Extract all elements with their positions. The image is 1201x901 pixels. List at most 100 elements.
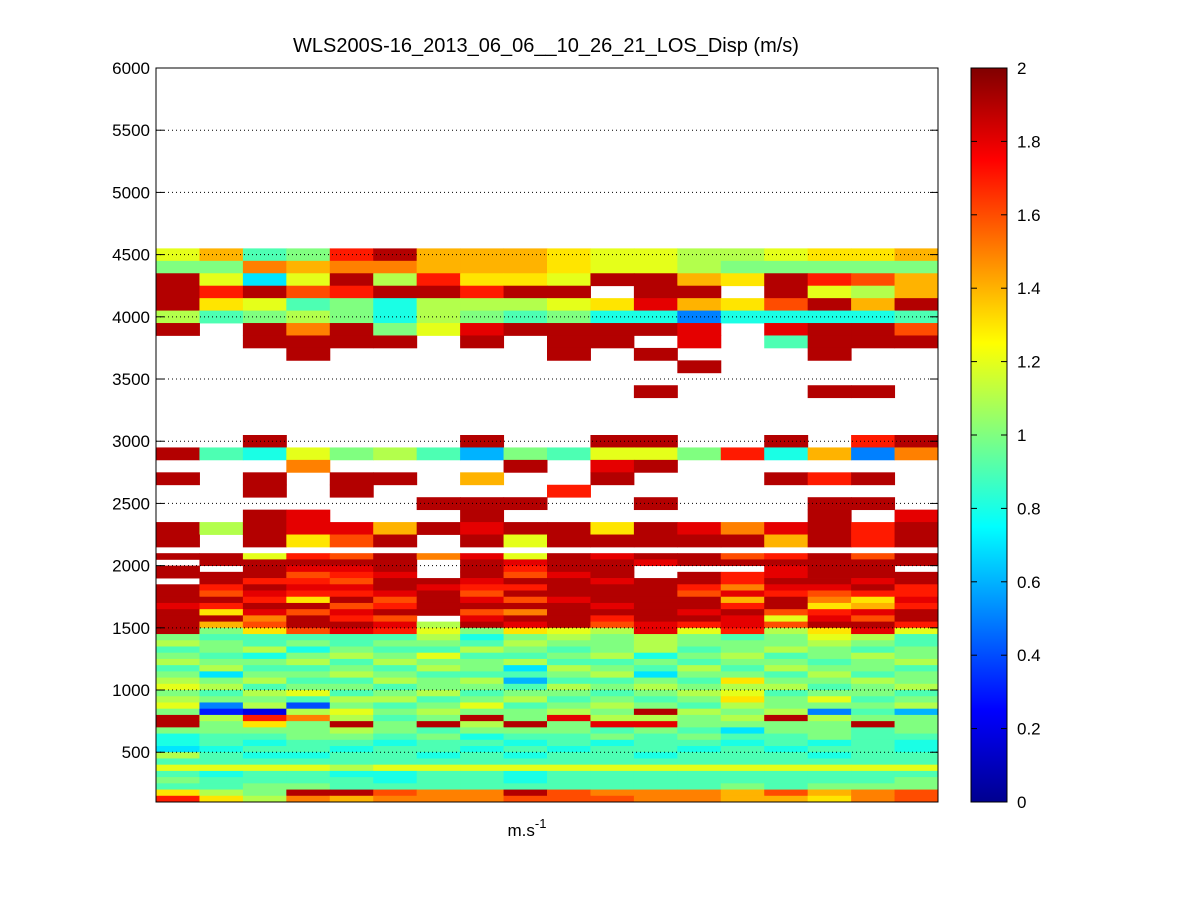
heatmap-cell bbox=[286, 273, 331, 287]
heatmap-cell bbox=[894, 609, 939, 616]
heatmap-cell bbox=[547, 702, 591, 710]
heatmap-cell bbox=[807, 385, 852, 399]
heatmap-cell bbox=[503, 248, 548, 262]
heatmap-cell bbox=[851, 578, 896, 585]
heatmap-cell bbox=[677, 615, 722, 623]
heatmap-cell bbox=[199, 248, 244, 262]
heatmap-cell bbox=[547, 683, 591, 691]
heatmap-cell bbox=[633, 347, 678, 361]
heatmap-cell bbox=[156, 683, 200, 691]
heatmap-cell bbox=[764, 646, 809, 654]
heatmap-cell bbox=[764, 447, 809, 461]
heatmap-cell bbox=[373, 447, 418, 461]
heatmap-cell bbox=[590, 571, 635, 579]
heatmap-cell bbox=[503, 565, 548, 573]
heatmap-cell bbox=[851, 708, 896, 716]
heatmap-cell bbox=[503, 758, 548, 766]
chart-title: WLS200S-16_2013_06_06__10_26_21_LOS_Disp… bbox=[293, 35, 799, 57]
heatmap-cell bbox=[416, 298, 461, 311]
heatmap-cell bbox=[503, 260, 548, 274]
heatmap-cell bbox=[547, 770, 591, 778]
heatmap-cell bbox=[807, 596, 852, 604]
heatmap-cell bbox=[894, 708, 939, 716]
heatmap-cell bbox=[764, 770, 809, 778]
heatmap-cell bbox=[764, 677, 809, 685]
heatmap-cell bbox=[286, 565, 331, 573]
heatmap-cell bbox=[503, 721, 548, 728]
heatmap-cell bbox=[199, 764, 244, 772]
heatmap-cell bbox=[720, 783, 765, 790]
heatmap-cell bbox=[373, 571, 418, 579]
heatmap-cell bbox=[373, 590, 418, 598]
heatmap-cell bbox=[547, 739, 591, 747]
heatmap-cell bbox=[503, 658, 548, 666]
heatmap-cell bbox=[547, 584, 591, 591]
heatmap-cell bbox=[764, 621, 809, 629]
heatmap-cell bbox=[329, 708, 374, 716]
heatmap-cell bbox=[329, 634, 374, 641]
heatmap-cell bbox=[373, 758, 418, 766]
heatmap-cell bbox=[156, 658, 200, 666]
heatmap-cell bbox=[547, 721, 591, 728]
heatmap-cell bbox=[633, 447, 678, 461]
heatmap-cell bbox=[156, 472, 200, 486]
y-tick-label: 3500 bbox=[112, 370, 150, 389]
heatmap-cell bbox=[764, 534, 809, 548]
heatmap-cell bbox=[764, 590, 809, 598]
heatmap-cell bbox=[242, 509, 287, 523]
heatmap-cell bbox=[807, 634, 852, 641]
heatmap-cell bbox=[416, 739, 461, 747]
heatmap-cell bbox=[329, 752, 374, 759]
heatmap-cell bbox=[764, 627, 809, 635]
heatmap-cell bbox=[720, 758, 765, 766]
heatmap-cell bbox=[894, 553, 939, 560]
heatmap-cell bbox=[851, 584, 896, 591]
heatmap-cell bbox=[503, 621, 548, 629]
heatmap-cell bbox=[156, 665, 200, 672]
heatmap-cell bbox=[416, 553, 461, 560]
heatmap-cell bbox=[286, 584, 331, 591]
heatmap-cell bbox=[460, 721, 505, 728]
heatmap-cell bbox=[329, 627, 374, 635]
heatmap-cell bbox=[242, 795, 287, 803]
heatmap-cell bbox=[851, 472, 896, 486]
heatmap-cell bbox=[590, 615, 635, 623]
heatmap-cell bbox=[416, 671, 461, 678]
heatmap-cell bbox=[503, 696, 548, 703]
heatmap-cell bbox=[894, 298, 939, 311]
heatmap-cell bbox=[807, 509, 852, 523]
heatmap-cell bbox=[677, 285, 722, 299]
heatmap-cell bbox=[807, 683, 852, 691]
colorbar-tick-label: 0.2 bbox=[1017, 720, 1041, 739]
heatmap-cell bbox=[547, 634, 591, 641]
heatmap-cell bbox=[242, 764, 287, 772]
heatmap-cell bbox=[156, 646, 200, 654]
heatmap-cell bbox=[633, 783, 678, 790]
heatmap-cell bbox=[590, 721, 635, 728]
heatmap-cell bbox=[460, 584, 505, 591]
heatmap-cell bbox=[677, 708, 722, 716]
heatmap-cell bbox=[851, 553, 896, 560]
heatmap-cell bbox=[720, 683, 765, 691]
heatmap-cell bbox=[329, 248, 374, 262]
heatmap-cell bbox=[329, 683, 374, 691]
heatmap-cell bbox=[720, 690, 765, 697]
heatmap-cell bbox=[503, 285, 548, 299]
heatmap-cell bbox=[199, 634, 244, 641]
heatmap-cell bbox=[633, 733, 678, 741]
heatmap-cell bbox=[720, 602, 765, 610]
heatmap-cell bbox=[416, 764, 461, 772]
heatmap-cell bbox=[156, 627, 200, 635]
heatmap-cell bbox=[720, 640, 765, 647]
heatmap-cell bbox=[807, 522, 852, 535]
heatmap-cell bbox=[156, 590, 200, 598]
heatmap-cell bbox=[677, 360, 722, 374]
heatmap-cell bbox=[894, 323, 939, 336]
heatmap-cell bbox=[851, 385, 896, 399]
heatmap-cell bbox=[764, 615, 809, 623]
heatmap-cell bbox=[156, 602, 200, 610]
heatmap-cell bbox=[286, 677, 331, 685]
heatmap-cell bbox=[807, 746, 852, 753]
colorbar-tick-label: 1.8 bbox=[1017, 132, 1041, 151]
heatmap-cell bbox=[460, 690, 505, 697]
